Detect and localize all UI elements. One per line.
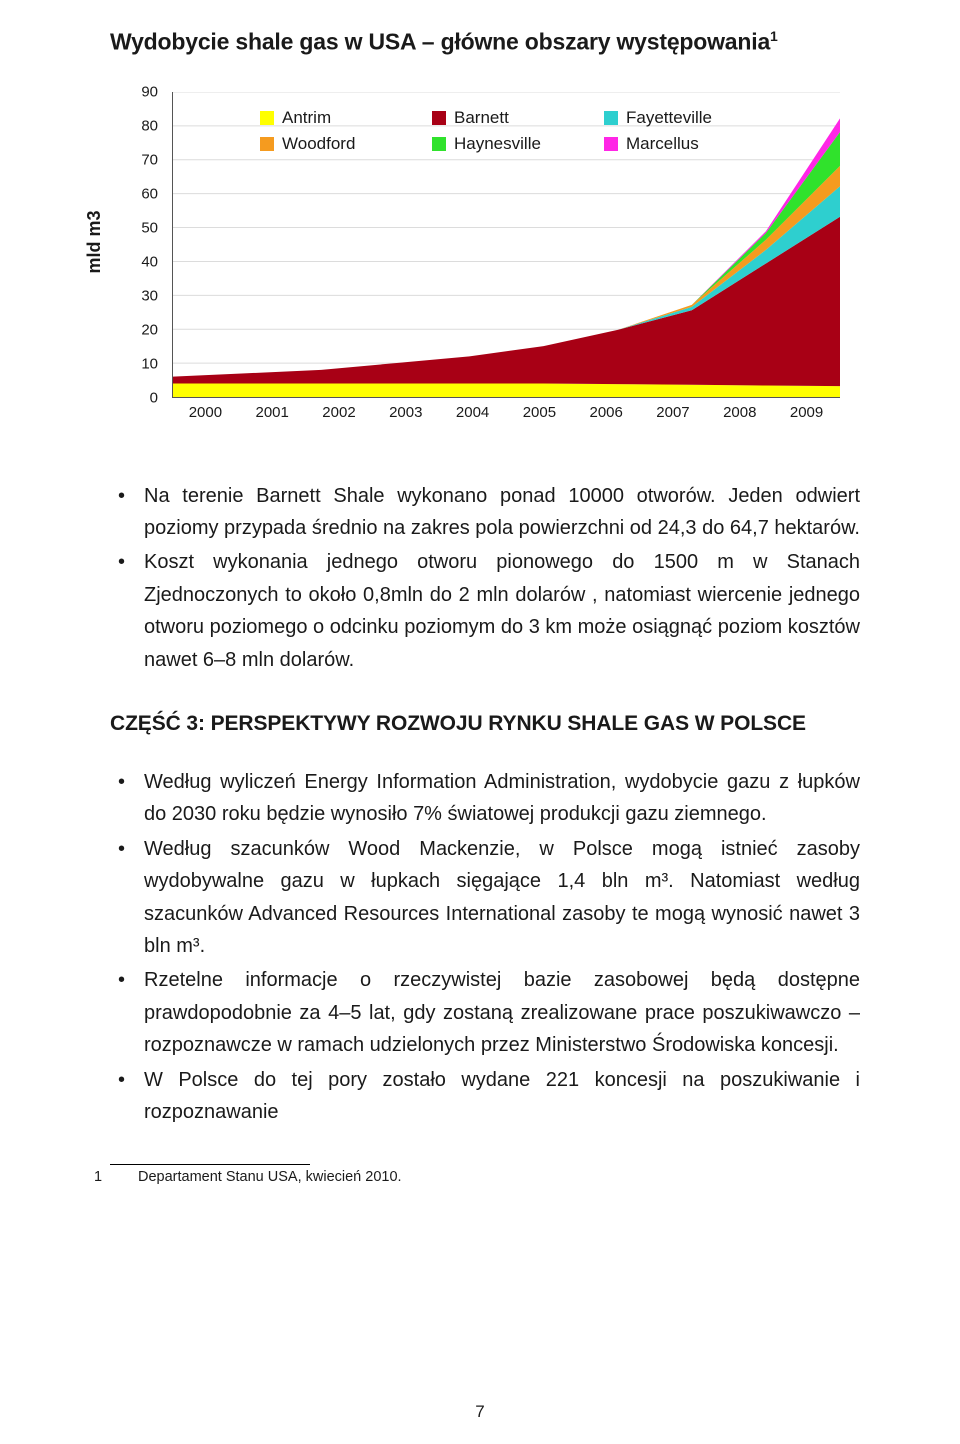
x-axis-labels: 2000200120022003200420052006200720082009 (172, 404, 840, 421)
x-tick-label: 2001 (239, 404, 306, 421)
legend-swatch (432, 111, 446, 125)
x-tick-label: 2008 (706, 404, 773, 421)
legend-item: Marcellus (604, 134, 776, 154)
title-sup: 1 (770, 28, 778, 44)
x-tick-label: 2000 (172, 404, 239, 421)
page-title: Wydobycie shale gas w USA – główne obsza… (110, 28, 860, 56)
legend-swatch (260, 111, 274, 125)
x-tick-label: 2003 (372, 404, 439, 421)
legend-label: Woodford (282, 134, 355, 154)
legend-item: Haynesville (432, 134, 604, 154)
y-axis-labels: 0102030405060708090 (110, 92, 166, 398)
legend-label: Barnett (454, 108, 509, 128)
chart-plot-area: Antrim Barnett Fayetteville Woodford Haynesv… (172, 92, 840, 398)
footnote-text: Departament Stanu USA, kwiecień 2010. (138, 1169, 402, 1185)
bullet-list-2: Według wyliczeń Energy Information Admin… (110, 766, 860, 1128)
y-tick-label: 10 (141, 355, 158, 372)
y-tick-label: 40 (141, 253, 158, 270)
legend-swatch (604, 111, 618, 125)
y-tick-label: 0 (150, 389, 158, 406)
bullet-item: Rzetelne informacje o rzeczywistej bazie… (110, 964, 860, 1061)
footnote: 1Departament Stanu USA, kwiecień 2010. (110, 1169, 860, 1185)
section-heading: CZĘŚĆ 3: PERSPEKTYWY ROZWOJU RYNKU SHALE… (110, 712, 860, 736)
legend-label: Haynesville (454, 134, 541, 154)
page-number: 7 (0, 1402, 960, 1422)
y-tick-label: 20 (141, 321, 158, 338)
y-tick-label: 90 (141, 83, 158, 100)
bullet-item: Na terenie Barnett Shale wykonano ponad … (110, 480, 860, 545)
bullet-item: Według wyliczeń Energy Information Admin… (110, 766, 860, 831)
legend-item: Antrim (260, 108, 432, 128)
bullet-item: W Polsce do tej pory zostało wydane 221 … (110, 1064, 860, 1129)
x-tick-label: 2009 (773, 404, 840, 421)
footnote-rule (110, 1164, 310, 1165)
legend-label: Marcellus (626, 134, 699, 154)
legend-swatch (604, 137, 618, 151)
shale-gas-chart: mld m3 0102030405060708090 AntrimBarnett… (110, 92, 850, 432)
x-tick-label: 2004 (439, 404, 506, 421)
bullet-item: Koszt wykonania jednego otworu pionowego… (110, 546, 860, 676)
y-tick-label: 30 (141, 287, 158, 304)
legend-label: Antrim (282, 108, 331, 128)
legend-swatch (432, 137, 446, 151)
chart-legend: Antrim Barnett Fayetteville Woodford Haynesv… (260, 108, 776, 154)
x-tick-label: 2005 (506, 404, 573, 421)
y-tick-label: 70 (141, 151, 158, 168)
y-tick-label: 50 (141, 219, 158, 236)
legend-item: Barnett (432, 108, 604, 128)
y-axis-title: mld m3 (84, 182, 105, 302)
bullet-item: Według szacunków Wood Mackenzie, w Polsc… (110, 833, 860, 963)
title-text: Wydobycie shale gas w USA – główne obsza… (110, 29, 770, 55)
x-tick-label: 2002 (306, 404, 373, 421)
y-tick-label: 80 (141, 117, 158, 134)
legend-swatch (260, 137, 274, 151)
bullet-list-1: Na terenie Barnett Shale wykonano ponad … (110, 480, 860, 676)
footnote-number: 1 (110, 1169, 138, 1185)
legend-item: Woodford (260, 134, 432, 154)
x-tick-label: 2006 (573, 404, 640, 421)
legend-label: Fayetteville (626, 108, 712, 128)
y-tick-label: 60 (141, 185, 158, 202)
x-tick-label: 2007 (640, 404, 707, 421)
legend-item: Fayetteville (604, 108, 776, 128)
